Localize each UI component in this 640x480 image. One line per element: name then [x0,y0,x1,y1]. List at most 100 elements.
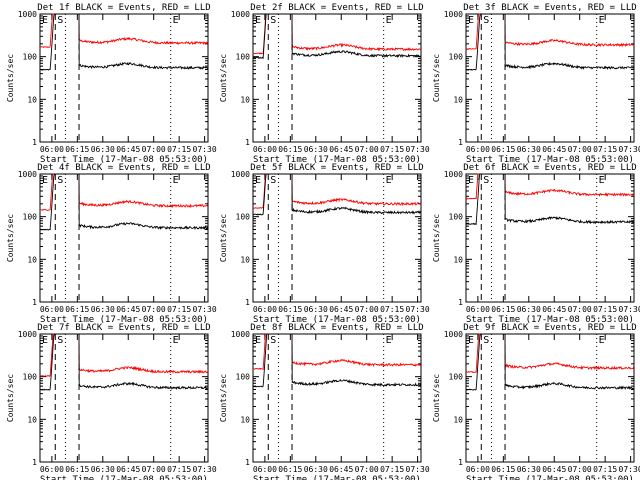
y-tick-label: 10 [240,95,250,104]
x-tick-label: 06:15 [491,145,515,154]
panel-det-6: Det 6f BLACK = Events, RED = LLD Counts/s… [432,163,640,325]
panel-title: Det 3f BLACK = Events, RED = LLD [463,3,636,13]
y-axis-label: Counts/sec [6,214,15,262]
panel-det-4: Det 4f BLACK = Events, RED = LLD Counts/s… [6,163,217,325]
y-tick-label: 1000 [231,170,250,179]
x-tick-label: 06:00 [253,145,277,154]
y-tick-label: 1 [245,298,250,307]
y-tick-label: 10 [240,415,250,424]
series-line-events [252,333,269,388]
series-line-events [291,173,421,215]
x-tick-label: 07:30 [406,305,430,314]
y-tick-label: 10 [453,255,463,264]
panel-det-2: Det 2f BLACK = Events, RED = LLD Counts/s… [219,3,430,165]
x-axis-label: Start Time (17-Mar-08 05:53:00) [40,475,208,480]
x-tick-label: 06:15 [491,465,515,474]
series-line-events [78,333,208,390]
y-axis-label: Counts/sec [432,374,441,422]
x-tick-label: 06:45 [116,145,140,154]
y-tick-label: 100 [236,373,251,382]
x-tick-label: 06:30 [91,145,115,154]
time-marker-label: S [483,175,489,186]
x-axis-label: Start Time (17-Mar-08 05:53:00) [466,315,634,325]
series-line-events [291,333,421,388]
panel-title: Det 1f BLACK = Events, RED = LLD [37,3,210,13]
series-line-lld [504,333,634,371]
series-line-lld [504,173,634,197]
series-line-events [39,13,56,71]
x-tick-label: 07:00 [142,145,166,154]
series-line-events [504,333,634,390]
x-tick-label: 07:15 [167,305,191,314]
x-tick-label: 07:15 [593,305,617,314]
time-marker-label: S [270,335,276,346]
x-axis-label: Start Time (17-Mar-08 05:53:00) [253,315,421,325]
y-axis-label: Counts/sec [219,214,228,262]
panel-det-9: Det 9f BLACK = Events, RED = LLD Counts/s… [432,323,640,480]
panel-title: Det 6f BLACK = Events, RED = LLD [463,163,636,173]
x-tick-label: 06:45 [329,465,353,474]
series-line-lld [465,333,482,374]
y-tick-label: 1000 [444,10,463,19]
time-marker-label: S [483,335,489,346]
y-tick-label: 1 [32,458,37,467]
y-tick-label: 1000 [18,330,37,339]
x-tick-label: 06:00 [40,465,64,474]
panel-title: Det 5f BLACK = Events, RED = LLD [250,163,423,173]
series-line-events [39,333,56,391]
y-tick-label: 100 [23,213,38,222]
series-line-lld [39,173,56,211]
x-axis-label: Start Time (17-Mar-08 05:53:00) [466,475,634,480]
panel-title: Det 4f BLACK = Events, RED = LLD [37,163,210,173]
series-line-lld [291,333,421,367]
time-marker-label: E [599,335,605,346]
x-tick-label: 06:30 [91,465,115,474]
y-tick-label: 100 [449,373,464,382]
time-marker-label: E [42,15,48,26]
time-marker-label: E [173,335,179,346]
x-tick-label: 07:15 [167,465,191,474]
x-axis-label: Start Time (17-Mar-08 05:53:00) [40,315,208,325]
y-tick-label: 10 [27,95,37,104]
time-marker-label: E [42,335,48,346]
time-marker-label: E [468,175,474,186]
x-tick-label: 06:15 [491,305,515,314]
y-tick-label: 1 [458,138,463,147]
series-line-lld [504,13,634,48]
x-tick-label: 07:00 [142,465,166,474]
x-tick-label: 07:30 [619,145,640,154]
series-line-events [252,173,269,216]
time-marker-label: E [599,175,605,186]
x-tick-label: 06:45 [542,305,566,314]
series-line-lld [78,333,208,374]
x-tick-label: 06:30 [517,145,541,154]
y-tick-label: 100 [449,53,464,62]
time-marker-label: E [386,335,392,346]
series-line-lld [291,173,421,207]
series-line-lld [465,173,482,200]
y-axis-label: Counts/sec [219,54,228,102]
series-line-lld [39,13,56,49]
x-tick-label: 06:45 [116,305,140,314]
x-tick-label: 07:15 [380,465,404,474]
y-tick-label: 100 [449,213,464,222]
x-tick-label: 07:00 [355,145,379,154]
x-tick-label: 07:15 [380,145,404,154]
y-tick-label: 1000 [444,170,463,179]
time-marker-label: E [255,175,261,186]
x-tick-label: 07:30 [193,305,217,314]
x-tick-label: 06:00 [253,305,277,314]
x-tick-label: 07:30 [619,465,640,474]
panel-det-7: Det 7f BLACK = Events, RED = LLD Counts/s… [6,323,217,480]
x-tick-label: 06:15 [65,305,89,314]
x-tick-label: 06:30 [517,465,541,474]
x-tick-label: 07:15 [167,145,191,154]
panel-det-8: Det 8f BLACK = Events, RED = LLD Counts/s… [219,323,430,480]
x-tick-label: 06:15 [278,465,302,474]
x-tick-label: 06:30 [304,305,328,314]
x-axis-label: Start Time (17-Mar-08 05:53:00) [253,155,421,165]
y-tick-label: 100 [236,213,251,222]
y-tick-label: 1000 [231,330,250,339]
x-tick-label: 07:30 [406,465,430,474]
